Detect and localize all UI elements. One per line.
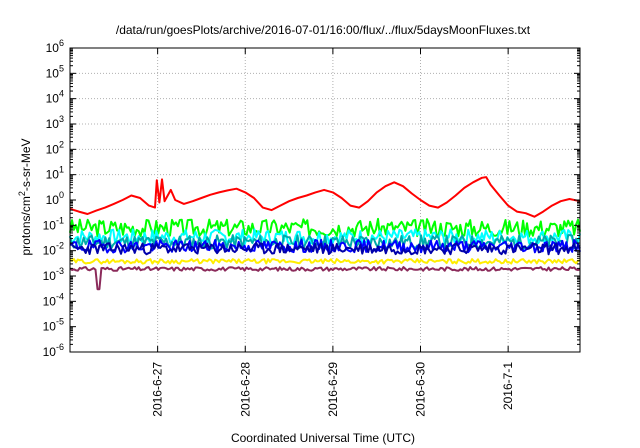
x-tick-label: 2016-6-27: [151, 362, 165, 417]
y-axis-label-rest: -s-sr-MeV: [19, 138, 33, 191]
y-tick-label: 106: [46, 38, 64, 55]
y-axis-label-main: protons/cm: [19, 196, 33, 255]
y-axis-label: protons/cm2-s-sr-MeV: [17, 138, 33, 255]
y-tick-label: 100: [46, 190, 64, 207]
x-tick-label: 2016-6-28: [238, 362, 252, 417]
series-group: [69, 176, 581, 291]
series-line-7: [69, 258, 581, 265]
series-line-6: [69, 242, 581, 256]
y-tick-label: 10-6: [43, 342, 64, 359]
x-tick-label: 2016-6-30: [414, 362, 428, 417]
y-tick-label: 10-5: [43, 317, 64, 334]
x-tick-label: 2016-7-1: [501, 362, 515, 410]
y-tick-labels: 106 105 104 103 102 101 100 10-1 10-2 10-3 10-4 10-…: [43, 38, 64, 359]
y-tick-label: 104: [46, 89, 64, 106]
y-tick-label: 102: [46, 139, 64, 156]
x-axis-label: Coordinated Universal Time (UTC): [231, 431, 415, 445]
series-line-4: [69, 234, 581, 250]
y-tick-label: 10-3: [43, 266, 64, 283]
y-axis-label-sup: 2: [17, 191, 27, 196]
x-tick-label: 2016-6-29: [326, 362, 340, 417]
x-tick-labels: 2016-6-27 2016-6-28 2016-6-29 2016-6-30 2016…: [151, 362, 516, 417]
series-line-1: [69, 176, 581, 218]
y-tick-label: 10-2: [43, 241, 64, 258]
y-tick-label: 103: [46, 114, 64, 131]
y-tick-label: 101: [46, 165, 64, 182]
series-line-8: [69, 266, 581, 291]
tick-marks: [70, 47, 580, 353]
y-tick-label: 105: [46, 63, 64, 80]
grid: [70, 48, 580, 352]
chart-title: /data/run/goesPlots/archive/2016-07-01/1…: [116, 23, 531, 37]
y-tick-label: 10-1: [43, 215, 64, 232]
series-line-2: [69, 217, 581, 238]
y-tick-label: 10-4: [43, 291, 64, 308]
